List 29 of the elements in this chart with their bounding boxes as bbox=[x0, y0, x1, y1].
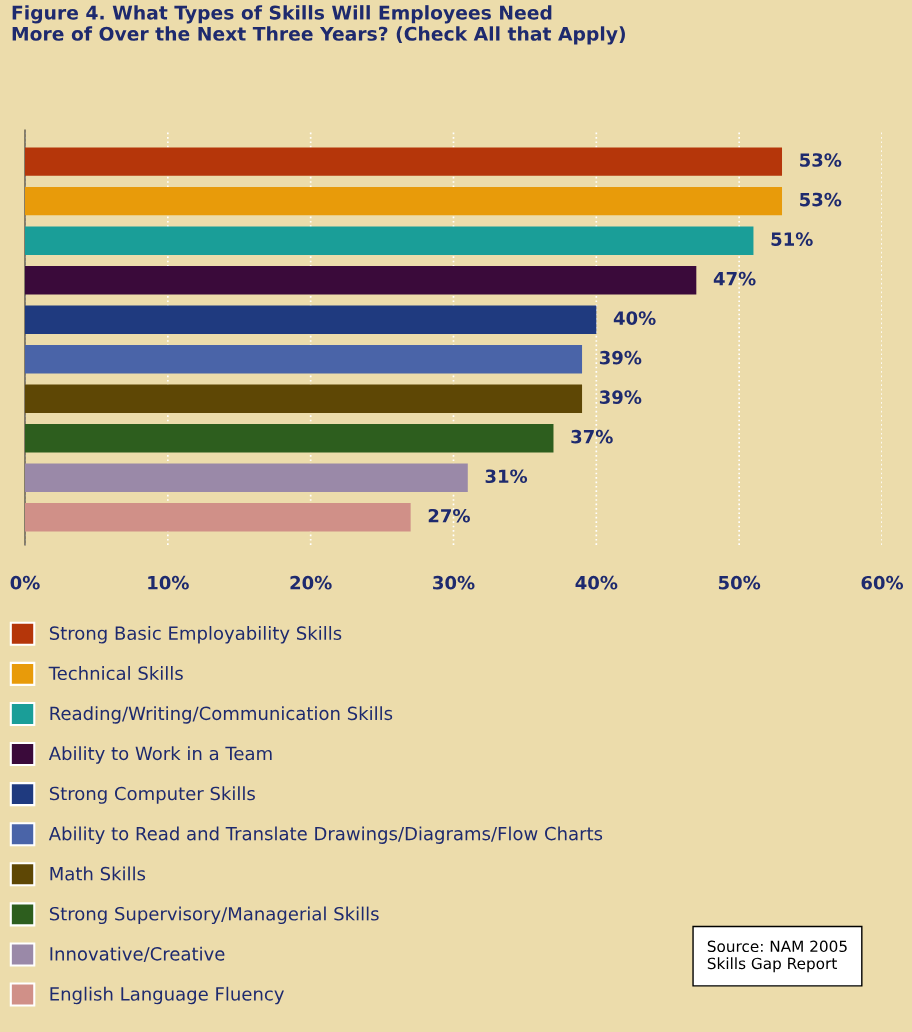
x-tick-label: 40% bbox=[575, 575, 618, 590]
legend-label: Strong Basic Employability Skills bbox=[49, 626, 342, 644]
data-label: 37% bbox=[571, 429, 613, 444]
data-label: 40% bbox=[613, 311, 656, 325]
data-label: 27% bbox=[428, 508, 470, 523]
legend-label: English Language Fluency bbox=[50, 986, 284, 1005]
x-tick-label: 0% bbox=[10, 575, 40, 590]
legend-label: Technical Skills bbox=[48, 666, 183, 681]
x-tick-label: 30% bbox=[433, 575, 475, 590]
data-label: 53% bbox=[800, 153, 842, 167]
x-tick-label: 60% bbox=[861, 575, 904, 590]
x-tick-label: 10% bbox=[148, 575, 189, 590]
legend-label: Strong Computer Skills bbox=[49, 786, 255, 804]
data-label: 39% bbox=[599, 350, 642, 365]
source-note: Source: NAM 2005 Skills Gap Report bbox=[707, 940, 847, 973]
legend-label: Reading/Writing/Communication Skills bbox=[50, 706, 393, 724]
legend-label: Innovative/Creative bbox=[50, 946, 225, 963]
x-tick-label: 50% bbox=[718, 575, 761, 590]
chart-title: Figure 4. What Types of Skills Will Employees Need More of Over the Next Three Years? (Check All that Apply) bbox=[12, 5, 625, 45]
x-tick-label: 20% bbox=[290, 575, 332, 590]
data-label: 39% bbox=[599, 390, 642, 404]
legend-label: Ability to Read and Translate Drawings/Diagrams/Flow Charts bbox=[48, 826, 603, 844]
legend-label: Strong Supervisory/Managerial Skills bbox=[49, 906, 379, 925]
legend-label: Ability to Work in a Team bbox=[48, 746, 272, 764]
data-label: 31% bbox=[485, 469, 528, 484]
data-label: 51% bbox=[771, 232, 813, 246]
data-label: 47% bbox=[713, 271, 756, 286]
data-label: 53% bbox=[800, 192, 842, 207]
legend-label: Math Skills bbox=[50, 866, 146, 881]
